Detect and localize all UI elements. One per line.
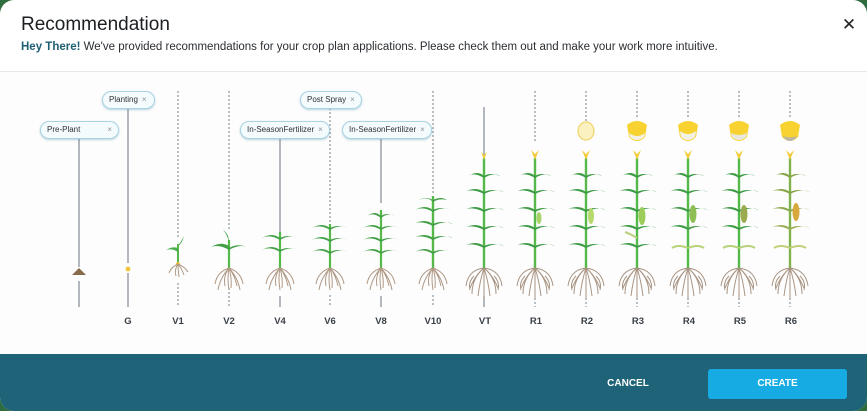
stage-label-v8: V8 [375,316,387,327]
stage-label-r1: R1 [529,316,543,327]
modal-subtitle: Hey There! We've provided recommendation… [21,41,718,53]
stage-label-g: G [124,316,132,327]
growth-stage-timeline: Pre-Plant × Planting × In-SeasonFertilizer… [0,73,867,354]
remove-icon[interactable]: × [420,125,425,134]
close-icon[interactable]: ✕ [841,15,857,34]
stage-label-r6: R6 [784,316,798,327]
stage-label-v1: V1 [172,316,184,327]
stage-label-r4: R4 [682,316,696,327]
stage-label-vt: VT [478,316,492,327]
greeting: Hey There! [21,41,81,53]
subtitle-text: We've provided recommendations for your … [80,41,718,53]
tag-in-season-fertilizer-v8[interactable]: In-SeasonFertilizer × [342,121,432,139]
tag-label: Planting [109,95,138,104]
tag-label: Post Spray [307,95,347,104]
timeline-graphics [72,91,810,307]
remove-icon[interactable]: × [141,95,147,104]
modal-title: Recommendation [21,14,170,35]
modal-footer: CANCEL CREATE [0,354,867,411]
tag-label: In-SeasonFertilizer [247,125,315,134]
tag-label: In-SeasonFertilizer [349,125,417,134]
stage-label-v10: V10 [424,316,442,327]
remove-icon[interactable]: × [318,125,323,134]
remove-icon[interactable]: × [350,95,355,104]
tag-planting[interactable]: Planting × [102,91,155,109]
tag-pre-plant[interactable]: Pre-Plant × [40,121,119,139]
tag-in-season-fertilizer-v4[interactable]: In-SeasonFertilizer × [240,121,330,139]
stage-label-v2: V2 [223,316,235,327]
stage-label-r3: R3 [631,316,645,327]
tag-post-spray[interactable]: Post Spray × [300,91,362,109]
modal-header: Recommendation Hey There! We've provided… [0,0,867,72]
stage-label-r2: R2 [580,316,594,327]
create-button[interactable]: CREATE [708,369,847,399]
stage-label-r5: R5 [733,316,747,327]
stage-label-v6: V6 [324,316,336,327]
stage-label-v4: V4 [274,316,286,327]
tag-label: Pre-Plant [47,125,81,134]
remove-icon[interactable]: × [107,125,112,134]
cancel-button[interactable]: CANCEL [607,378,649,389]
